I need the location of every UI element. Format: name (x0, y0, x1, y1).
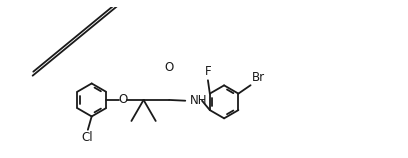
Text: O: O (165, 61, 174, 74)
Text: Cl: Cl (81, 131, 93, 144)
Text: O: O (118, 93, 127, 106)
Text: F: F (204, 65, 211, 78)
Text: NH: NH (190, 94, 207, 107)
Text: Br: Br (252, 71, 265, 84)
